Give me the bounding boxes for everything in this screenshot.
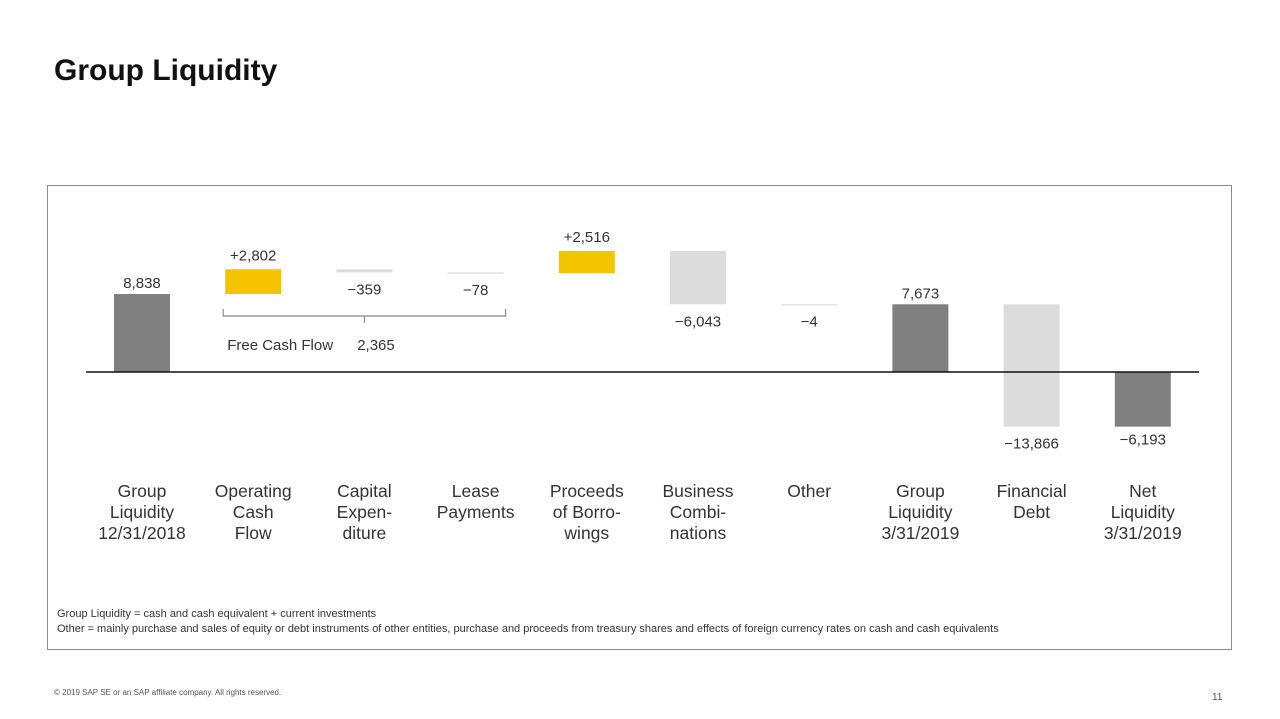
free-cash-flow-bracket: [222, 309, 507, 323]
value-label-4: −78: [463, 282, 488, 299]
footnotes: Group Liquidity = cash and cash equivale…: [57, 607, 999, 637]
bar-5: [558, 250, 615, 274]
category-label-line: 3/31/2019: [881, 523, 959, 543]
bar-2: [225, 269, 282, 294]
value-label-10: −6,193: [1120, 432, 1166, 449]
value-label-6: −6,043: [675, 313, 721, 330]
free-cash-flow-value: 2,365: [357, 337, 395, 354]
bar-3: [336, 269, 393, 273]
category-label-line: Payments: [437, 502, 515, 522]
page-number: 11: [1212, 692, 1223, 703]
page-title: Group Liquidity: [54, 54, 278, 87]
category-label-line: Expen-: [337, 502, 393, 522]
bar-1: [114, 294, 170, 372]
category-label-line: Combi-: [670, 502, 727, 522]
category-label-7: Other: [787, 481, 831, 501]
category-label-line: diture: [343, 523, 387, 543]
category-label-line: of Borro-: [553, 502, 621, 522]
value-label-2: +2,802: [230, 247, 276, 264]
category-label-line: Operating: [215, 481, 292, 501]
bar-9: [1003, 304, 1060, 427]
category-label-line: Liquidity: [110, 502, 174, 522]
category-label-line: 12/31/2018: [98, 523, 186, 543]
category-label-5: Proceeds of Borro-wings: [550, 481, 624, 543]
category-label-line: Net: [1129, 481, 1156, 501]
value-label-1: 8,838: [123, 275, 161, 292]
value-label-8: 7,673: [902, 285, 940, 302]
bar-7: [781, 304, 838, 306]
category-label-6: Business Combi-nations: [662, 481, 733, 543]
category-label-line: Debt: [1013, 502, 1050, 522]
category-label-line: Cash: [233, 502, 274, 522]
footnote-other: Other = mainly purchase and sales of equ…: [57, 623, 999, 635]
bar-4: [447, 272, 504, 274]
category-label-line: Lease: [452, 481, 500, 501]
value-label-7: −4: [801, 313, 818, 330]
category-label-line: Proceeds: [550, 481, 624, 501]
value-label-5: +2,516: [564, 229, 610, 246]
chart-panel: 8,838 +2,802 −359 −78 +2,516 −6,043 −4 7,673 −13…: [47, 185, 1232, 650]
free-cash-flow-label: Free Cash Flow: [227, 337, 333, 354]
category-label-line: Other: [787, 481, 831, 501]
category-label-4: Lease Payments: [437, 481, 515, 522]
category-label-line: Capital: [337, 481, 391, 501]
category-label-line: Liquidity: [1111, 502, 1175, 522]
category-label-3: Capital Expen-diture: [337, 481, 393, 543]
category-label-1: Group Liquidity 12/31/2018: [98, 481, 186, 543]
category-label-line: 3/31/2019: [1104, 523, 1182, 543]
category-label-line: Group: [118, 481, 167, 501]
category-label-line: nations: [670, 523, 727, 543]
category-label-9: Financial Debt: [997, 481, 1067, 522]
category-label-line: Liquidity: [888, 502, 952, 522]
category-label-line: Flow: [235, 523, 272, 543]
bar-6: [670, 250, 726, 305]
category-label-line: Business: [662, 481, 733, 501]
category-label-10: Net Liquidity 3/31/2019: [1104, 481, 1182, 543]
bar-10: [1114, 372, 1171, 427]
category-label-line: wings: [563, 523, 609, 543]
copyright-notice: © 2019 SAP SE or an SAP affiliate compan…: [54, 688, 282, 697]
category-label-line: Group: [896, 481, 945, 501]
category-label-8: Group Liquidity 3/31/2019: [881, 481, 959, 543]
waterfall-chart: 8,838 +2,802 −359 −78 +2,516 −6,043 −4 7,673 −13…: [86, 229, 1199, 543]
footnote-group-liquidity: Group Liquidity = cash and cash equivale…: [57, 608, 377, 620]
category-label-line: Financial: [997, 481, 1067, 501]
category-label-2: Operating Cash Flow: [215, 481, 292, 543]
value-label-3: −359: [348, 281, 382, 298]
bar-8: [892, 304, 949, 372]
value-label-9: −13,866: [1004, 436, 1059, 453]
